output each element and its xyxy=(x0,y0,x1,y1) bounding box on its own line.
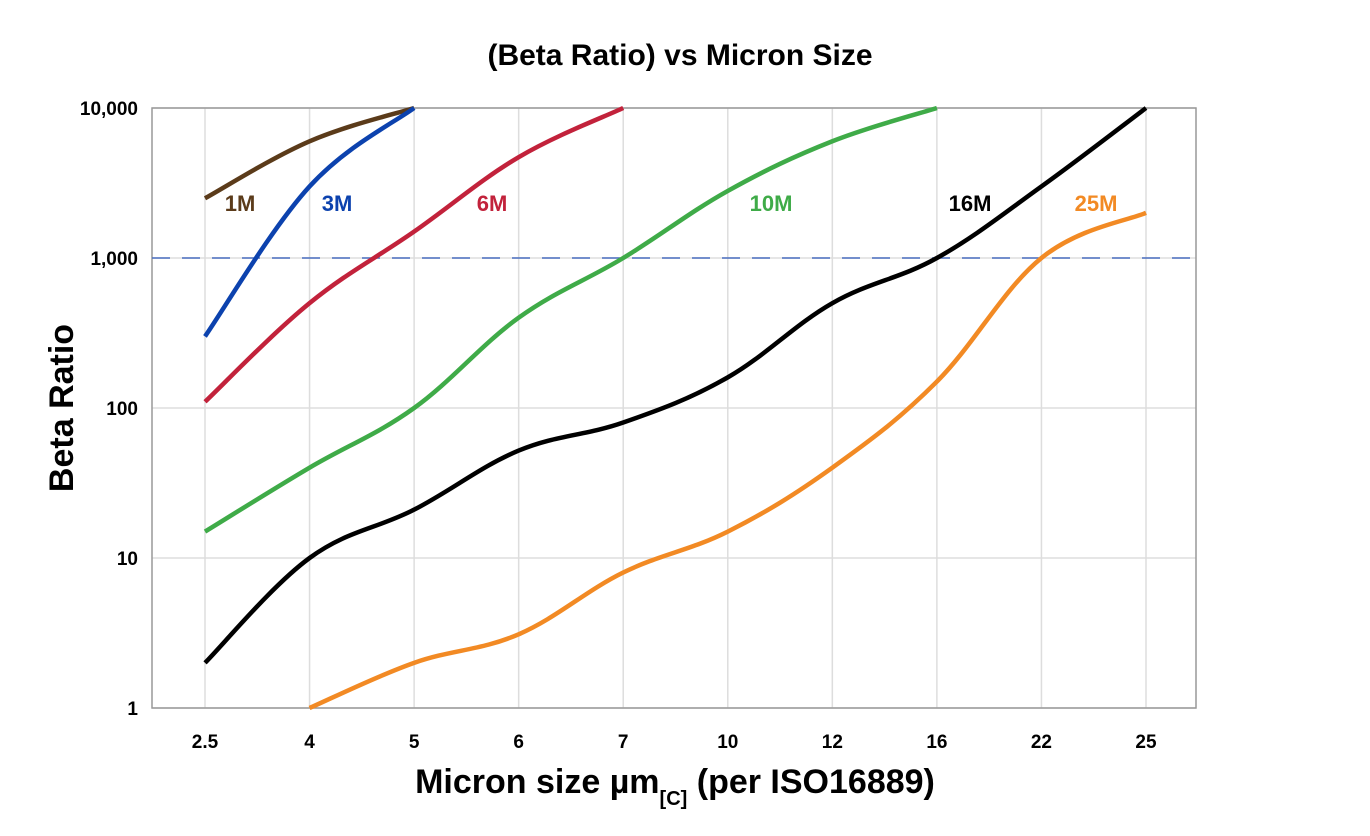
series-line-25M xyxy=(308,210,1147,711)
x-axis-label: Micron size µm[C] (per ISO16889) xyxy=(415,763,935,810)
y-tick-labels: 1 10 100 1,000 10,000 xyxy=(80,99,139,720)
y-axis-label: Beta Ratio xyxy=(43,324,81,492)
x-tick-label: 16 xyxy=(926,732,947,753)
x-tick-label: 6 xyxy=(513,732,524,753)
x-tick-labels: 2.5 4 5 6 7 10 12 16 22 25 xyxy=(192,732,1157,753)
y-tick-label: 100 xyxy=(106,399,138,420)
chart-title: (Beta Ratio) vs Micron Size xyxy=(487,39,872,72)
x-axis-label-main: Micron size µm xyxy=(415,763,659,801)
x-axis-label-suffix: (per ISO16889) xyxy=(687,763,935,801)
x-tick-label: 10 xyxy=(717,732,738,753)
series-label-25M: 25M xyxy=(1075,191,1118,216)
series-label-6M: 6M xyxy=(477,191,508,216)
x-tick-label: 12 xyxy=(822,732,843,753)
series-line-10M xyxy=(203,105,938,534)
y-tick-label: 1 xyxy=(127,699,138,720)
x-tick-label: 4 xyxy=(304,732,315,753)
series-line-3M xyxy=(203,106,416,338)
y-tick-label: 1,000 xyxy=(90,249,138,270)
y-tick-label: 10 xyxy=(117,549,138,570)
x-tick-label: 5 xyxy=(409,732,420,753)
series-label-1M: 1M xyxy=(225,191,256,216)
plot-area-border xyxy=(151,107,1197,709)
series-line-1M xyxy=(203,105,415,201)
series-label-16M: 16M xyxy=(949,191,992,216)
x-tick-label: 25 xyxy=(1135,732,1157,753)
series-line-16M xyxy=(203,106,1148,665)
gridlines xyxy=(152,107,1196,709)
x-axis-label-subscript: [C] xyxy=(660,788,688,810)
x-tick-label: 7 xyxy=(618,732,629,753)
series-line-6M xyxy=(203,105,625,404)
x-tick-label: 2.5 xyxy=(192,732,219,753)
y-tick-label: 10,000 xyxy=(80,99,138,120)
x-tick-label: 22 xyxy=(1031,732,1052,753)
series-labels: 1M 3M 6M 10M 16M 25M xyxy=(225,191,1118,216)
series-lines xyxy=(203,105,1148,711)
series-label-3M: 3M xyxy=(322,191,353,216)
series-label-10M: 10M xyxy=(750,191,793,216)
